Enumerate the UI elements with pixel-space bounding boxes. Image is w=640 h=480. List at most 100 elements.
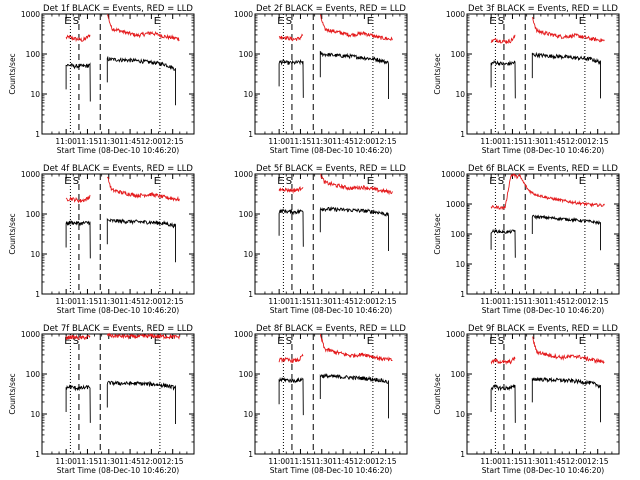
events-trace — [490, 228, 516, 258]
x-axis-label: Start Time (08-Dec-10 10:46:20) — [57, 306, 179, 315]
x-tick-label: 11:45 — [544, 297, 566, 306]
x-axis-label: Start Time (08-Dec-10 10:46:20) — [57, 146, 179, 155]
x-tick-label: 11:30 — [523, 457, 545, 466]
plot-frame — [41, 333, 195, 455]
plot-frame — [466, 13, 620, 135]
y-tick-label: 1000 — [21, 330, 40, 339]
y-tick-label: 1 — [248, 450, 253, 459]
x-tick-label: 11:30 — [523, 297, 545, 306]
x-axis-label: Start Time (08-Dec-10 10:46:20) — [270, 466, 392, 475]
events-trace — [65, 62, 91, 102]
y-tick-label: 1000 — [234, 330, 253, 339]
marker-label-e: E — [489, 16, 495, 27]
y-tick-label: 1000 — [446, 330, 465, 339]
marker-label-e: E — [277, 176, 283, 187]
y-tick-label: 1 — [248, 290, 253, 299]
events-trace — [490, 59, 516, 99]
plot-frame — [41, 173, 195, 295]
y-axis-label: Counts/sec — [8, 53, 17, 94]
lld-trace — [65, 334, 91, 340]
y-tick-label: 100 — [451, 370, 466, 379]
plot-frame — [254, 333, 408, 455]
y-tick-label: 100 — [451, 50, 466, 59]
x-axis-label: Start Time (08-Dec-10 10:46:20) — [482, 146, 604, 155]
y-tick-label: 100 — [26, 50, 41, 59]
lld-trace — [490, 173, 605, 211]
x-tick-label: 12:15 — [587, 457, 609, 466]
lld-trace — [319, 333, 393, 362]
x-tick-label: 12:00 — [354, 297, 376, 306]
x-tick-label: 11:15 — [502, 297, 524, 306]
events-trace — [319, 206, 389, 251]
y-tick-label: 100 — [26, 370, 41, 379]
lld-trace — [65, 194, 91, 204]
marker-label-s: S — [73, 336, 79, 347]
marker-label-e: E — [579, 16, 585, 27]
panel-title: Det 1f BLACK = Events, RED = LLD — [43, 4, 193, 14]
marker-label-s: S — [73, 16, 79, 27]
plot-frame — [466, 173, 620, 295]
marker-label-e: E — [154, 336, 160, 347]
marker-label-s: S — [73, 176, 79, 187]
panel-title: Det 3f BLACK = Events, RED = LLD — [468, 4, 618, 14]
x-tick-label: 12:00 — [566, 297, 588, 306]
y-tick-label: 10 — [455, 260, 465, 269]
plot-frame — [466, 333, 620, 455]
y-tick-label: 1 — [35, 130, 40, 139]
events-trace — [65, 220, 91, 259]
marker-label-s: S — [498, 16, 504, 27]
x-tick-label: 11:15 — [502, 457, 524, 466]
x-tick-label: 11:00 — [268, 297, 290, 306]
x-tick-label: 11:45 — [119, 137, 141, 146]
y-tick-label: 10 — [30, 410, 40, 419]
events-trace — [106, 380, 176, 424]
events-trace — [319, 50, 389, 99]
lld-trace — [532, 336, 605, 365]
panel-det-1: Det 1f BLACK = Events, RED = LLD 1 10 100 10… — [8, 4, 195, 155]
panel-title: Det 4f BLACK = Events, RED = LLD — [43, 164, 193, 174]
y-tick-label: 100 — [26, 210, 41, 219]
marker-label-e: E — [277, 16, 283, 27]
x-tick-label: 11:15 — [290, 137, 312, 146]
marker-label-s: S — [286, 336, 292, 347]
events-trace — [531, 214, 601, 251]
x-tick-label: 12:00 — [141, 457, 163, 466]
x-tick-label: 11:45 — [119, 457, 141, 466]
x-axis-label: Start Time (08-Dec-10 10:46:20) — [482, 466, 604, 475]
lld-trace — [490, 34, 516, 45]
y-tick-label: 100 — [451, 230, 466, 239]
events-trace — [106, 217, 176, 263]
y-tick-label: 1 — [35, 450, 40, 459]
y-tick-label: 1000 — [21, 170, 40, 179]
y-tick-label: 10 — [243, 250, 253, 259]
x-tick-label: 12:00 — [141, 137, 163, 146]
y-tick-label: 100 — [239, 210, 254, 219]
y-tick-label: 1000 — [446, 10, 465, 19]
y-tick-label: 1000 — [234, 170, 253, 179]
y-tick-label: 1 — [460, 450, 465, 459]
y-tick-label: 10 — [455, 410, 465, 419]
marker-label-s: S — [498, 336, 504, 347]
marker-label-e: E — [579, 176, 585, 187]
events-trace — [65, 384, 91, 423]
y-tick-label: 10 — [243, 90, 253, 99]
plot-frame — [254, 173, 408, 295]
marker-label-s: S — [286, 176, 292, 187]
y-tick-label: 1000 — [446, 200, 465, 209]
plot-frame — [254, 13, 408, 135]
x-tick-label: 11:30 — [311, 297, 333, 306]
x-axis-label: Start Time (08-Dec-10 10:46:20) — [482, 306, 604, 315]
x-tick-label: 11:15 — [290, 457, 312, 466]
marker-label-e: E — [579, 336, 585, 347]
x-tick-label: 11:15 — [77, 137, 99, 146]
x-tick-label: 11:00 — [480, 457, 502, 466]
x-tick-label: 11:00 — [268, 457, 290, 466]
x-tick-label: 12:15 — [587, 137, 609, 146]
x-tick-label: 11:00 — [480, 137, 502, 146]
marker-label-e: E — [489, 336, 495, 347]
marker-label-e: E — [367, 336, 373, 347]
x-tick-label: 11:45 — [332, 457, 354, 466]
y-axis-label: Counts/sec — [8, 213, 17, 254]
x-tick-label: 11:30 — [98, 457, 120, 466]
